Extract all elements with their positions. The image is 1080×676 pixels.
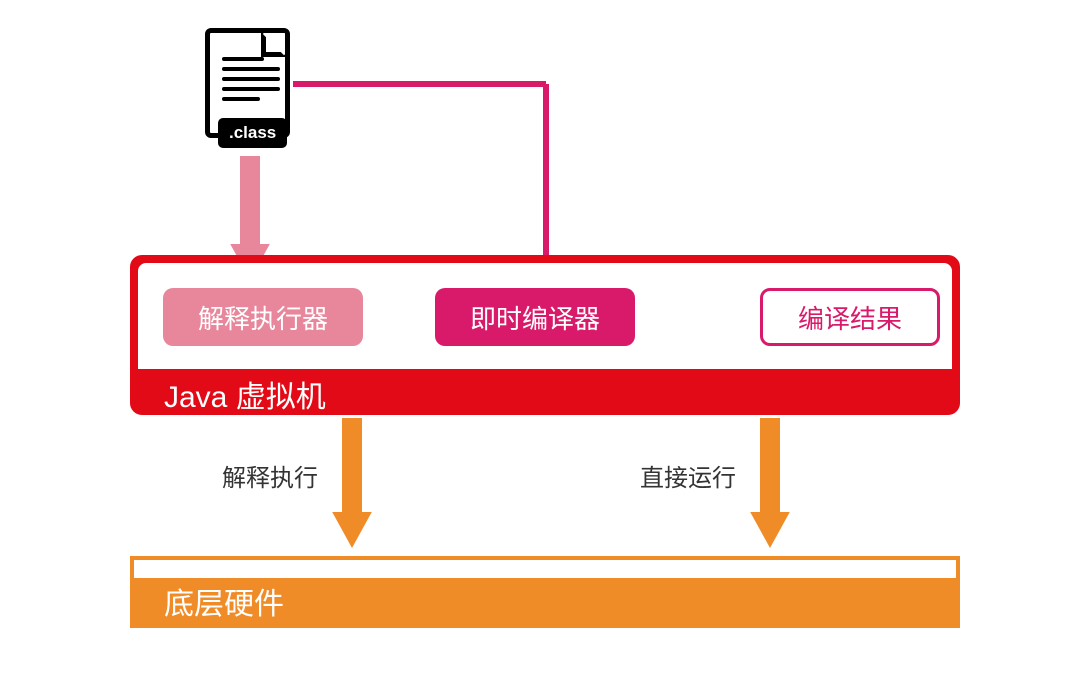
interpreter-node: 解释执行器: [163, 288, 363, 346]
compile-result-node: 编译结果: [760, 288, 940, 346]
class-file-badge: .class: [218, 118, 287, 148]
class-file-icon: [205, 28, 1080, 138]
jit-compiler-node: 即时编译器: [435, 288, 635, 346]
hardware-label: 底层硬件: [134, 578, 956, 624]
jit-label: 即时编译器: [470, 299, 600, 336]
hardware-container: 底层硬件: [130, 556, 960, 628]
jvm-label: Java 虚拟机: [134, 373, 956, 415]
interpret-exec-label: 解释执行: [222, 458, 318, 493]
result-label: 编译结果: [798, 299, 902, 336]
direct-run-label: 直接运行: [640, 458, 736, 493]
interpreter-label: 解释执行器: [198, 299, 328, 336]
